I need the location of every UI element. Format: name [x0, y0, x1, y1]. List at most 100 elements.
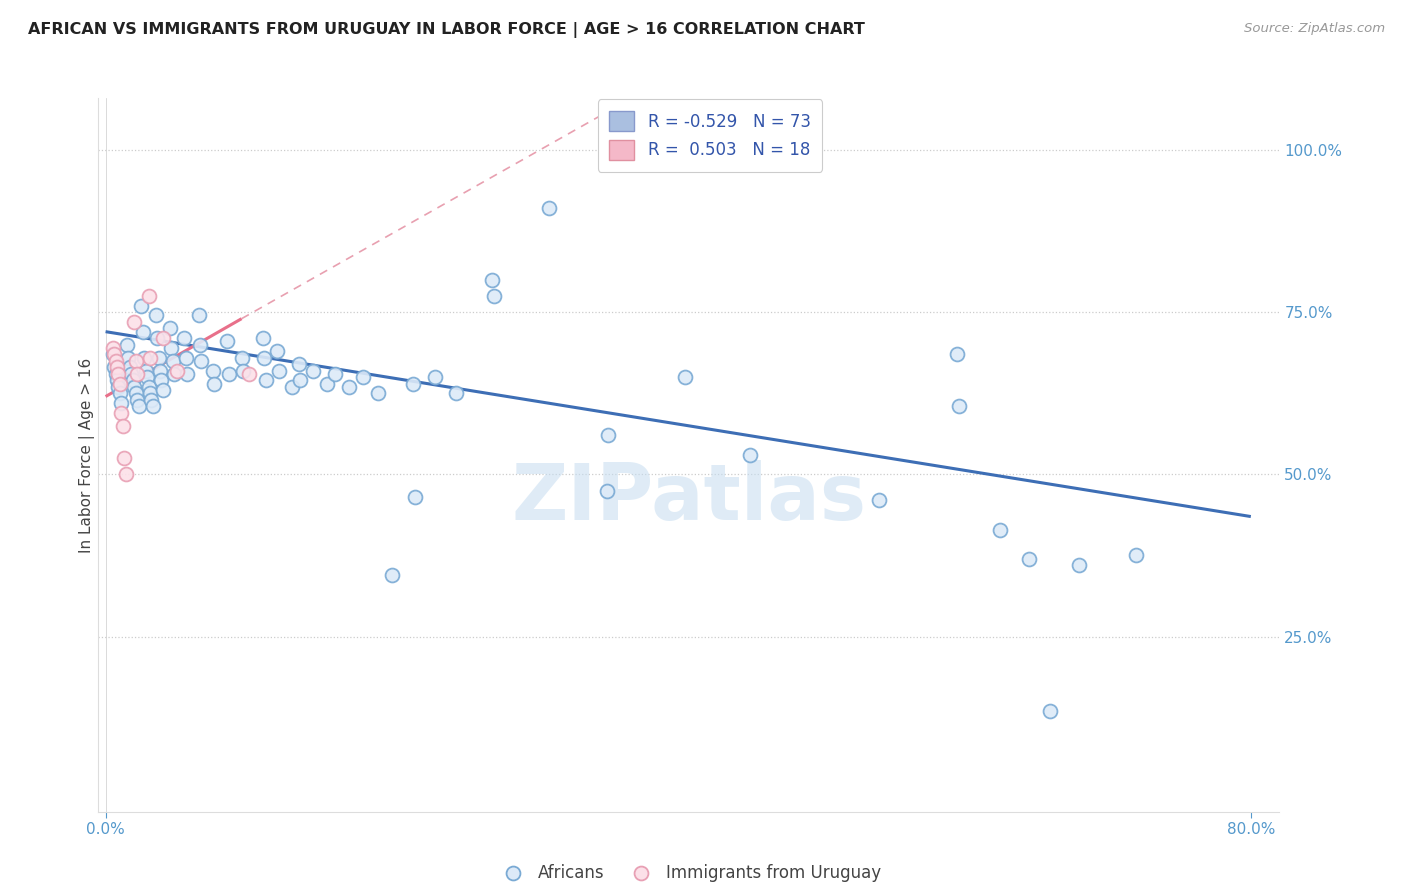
Point	[149, 363, 172, 377]
Point	[150, 373, 173, 387]
Point	[141, 392, 163, 407]
Point	[128, 399, 150, 413]
Point	[107, 367, 129, 381]
Point	[136, 370, 159, 384]
Point	[267, 363, 290, 377]
Point	[105, 360, 128, 375]
Point	[122, 315, 145, 329]
Point	[103, 347, 125, 361]
Point	[423, 370, 446, 384]
Point	[596, 428, 619, 442]
Point	[404, 490, 426, 504]
Point	[166, 363, 188, 377]
Point	[988, 523, 1011, 537]
Point	[162, 354, 184, 368]
Point	[1039, 704, 1062, 718]
Point	[352, 370, 374, 384]
Point	[302, 363, 325, 377]
Point	[316, 376, 339, 391]
Point	[481, 273, 503, 287]
Point	[115, 337, 138, 351]
Point	[160, 341, 183, 355]
Point	[381, 568, 404, 582]
Point	[738, 448, 761, 462]
Point	[446, 386, 468, 401]
Point	[176, 367, 198, 381]
Point	[188, 337, 211, 351]
Y-axis label: In Labor Force | Age > 16: In Labor Force | Age > 16	[79, 358, 96, 552]
Legend: Africans, Immigrants from Uruguay: Africans, Immigrants from Uruguay	[489, 858, 889, 889]
Point	[125, 367, 148, 381]
Point	[1067, 558, 1090, 573]
Point	[202, 376, 225, 391]
Point	[131, 299, 153, 313]
Point	[152, 331, 174, 345]
Point	[538, 202, 561, 216]
Point	[122, 380, 145, 394]
Point	[159, 321, 181, 335]
Point	[104, 354, 127, 368]
Point	[231, 351, 253, 365]
Point	[146, 331, 169, 345]
Point	[138, 289, 160, 303]
Point	[868, 493, 890, 508]
Text: AFRICAN VS IMMIGRANTS FROM URUGUAY IN LABOR FORCE | AGE > 16 CORRELATION CHART: AFRICAN VS IMMIGRANTS FROM URUGUAY IN LA…	[28, 22, 865, 38]
Point	[190, 354, 212, 368]
Point	[108, 386, 131, 401]
Point	[218, 367, 240, 381]
Point	[117, 351, 139, 365]
Point	[173, 331, 195, 345]
Point	[107, 380, 129, 394]
Point	[139, 386, 162, 401]
Point	[323, 367, 346, 381]
Point	[114, 467, 136, 482]
Point	[132, 325, 155, 339]
Point	[124, 386, 146, 401]
Point	[337, 380, 360, 394]
Point	[105, 373, 128, 387]
Text: Source: ZipAtlas.com: Source: ZipAtlas.com	[1244, 22, 1385, 36]
Point	[288, 357, 311, 371]
Point	[101, 347, 124, 361]
Point	[121, 373, 143, 387]
Point	[110, 396, 132, 410]
Point	[138, 380, 160, 394]
Point	[111, 418, 134, 433]
Point	[134, 351, 156, 365]
Point	[232, 363, 254, 377]
Point	[145, 309, 167, 323]
Point	[124, 354, 146, 368]
Point	[402, 376, 425, 391]
Point	[252, 331, 274, 345]
Point	[280, 380, 302, 394]
Point	[238, 367, 260, 381]
Point	[135, 363, 157, 377]
Point	[290, 373, 312, 387]
Point	[101, 341, 124, 355]
Point	[104, 367, 127, 381]
Point	[1125, 549, 1147, 563]
Point	[110, 406, 132, 420]
Point	[103, 360, 125, 375]
Point	[120, 367, 142, 381]
Point	[152, 383, 174, 397]
Point	[1018, 551, 1040, 566]
Point	[217, 334, 239, 349]
Point	[253, 351, 276, 365]
Point	[187, 309, 209, 323]
Point	[673, 370, 696, 384]
Point	[482, 289, 505, 303]
Point	[125, 392, 148, 407]
Point	[595, 483, 617, 498]
Point	[946, 347, 969, 361]
Point	[948, 399, 970, 413]
Text: ZIPatlas: ZIPatlas	[512, 459, 866, 536]
Point	[254, 373, 277, 387]
Point	[367, 386, 389, 401]
Point	[163, 367, 186, 381]
Point	[108, 376, 131, 391]
Point	[201, 363, 224, 377]
Point	[142, 399, 165, 413]
Point	[266, 344, 288, 359]
Point	[112, 451, 135, 466]
